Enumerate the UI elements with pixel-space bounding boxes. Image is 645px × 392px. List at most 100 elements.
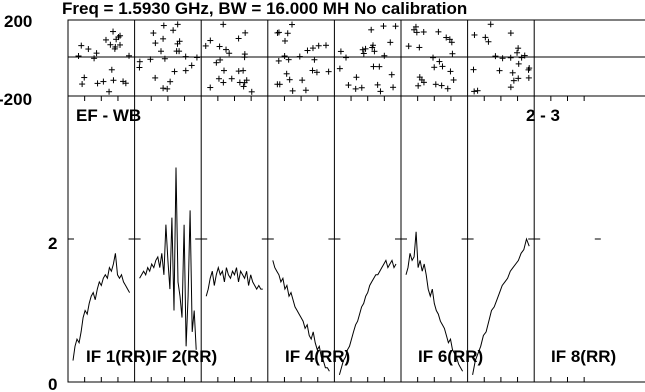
phase-point [374, 81, 381, 88]
if-label: IF 6(RR) [418, 347, 483, 366]
phase-point [435, 28, 442, 35]
amplitude-trace-7 [472, 237, 530, 375]
phase-point [216, 43, 223, 50]
phase-point [360, 50, 367, 57]
phase-point [325, 68, 332, 75]
phase-point [376, 63, 383, 70]
phase-point [122, 80, 129, 87]
phase-point [220, 67, 227, 74]
axis-ticks [68, 56, 601, 382]
phase-point [275, 57, 282, 64]
phase-point [289, 87, 296, 94]
phase-point [241, 51, 248, 58]
phase-point [117, 32, 124, 39]
phase-point [220, 79, 227, 86]
phase-point [152, 40, 159, 47]
phase-point [286, 76, 293, 83]
phase-point [235, 68, 242, 75]
amplitude-trace-3 [205, 265, 263, 297]
phase-point [420, 28, 427, 35]
phase-point [352, 85, 359, 92]
phase-point [213, 59, 220, 66]
phase-point [515, 60, 522, 67]
phase-point [507, 84, 514, 91]
phase-point [439, 63, 446, 70]
phase-point [152, 74, 159, 81]
phase-point [526, 65, 533, 72]
phase-point [450, 76, 457, 83]
phase-point [353, 74, 360, 81]
phase-point [413, 29, 420, 36]
phase-point [94, 80, 101, 87]
baseline-right-label: 2 - 3 [526, 106, 560, 125]
phase-point [107, 41, 114, 48]
phase-point [420, 79, 427, 86]
phase-point [173, 48, 180, 55]
if-label: IF 1(RR) [86, 347, 151, 366]
phase-point [202, 42, 209, 49]
if-dividers [134, 20, 535, 382]
phase-point [171, 68, 178, 75]
phase-point [368, 26, 375, 33]
phase-point [315, 42, 322, 49]
if-label: IF 2(RR) [152, 347, 217, 366]
phase-point [322, 42, 329, 49]
phase-point [370, 42, 377, 49]
phase-point [174, 40, 181, 47]
phase-point [235, 35, 242, 42]
phase-point [111, 45, 118, 52]
phase-axis-min-label: -200 [0, 90, 32, 109]
phase-point [207, 37, 214, 44]
phase-point [443, 34, 450, 41]
phase-point [113, 36, 120, 43]
phase-point [521, 52, 528, 59]
phase-point [182, 67, 189, 74]
phase-point [150, 30, 157, 37]
phase-point [174, 21, 181, 28]
amplitude-trace-1 [72, 253, 131, 361]
amplitude-traces [72, 167, 530, 376]
phase-point [110, 77, 117, 84]
phase-point [518, 54, 525, 61]
phase-point [507, 54, 514, 61]
amplitude-trace-2 [139, 167, 197, 350]
phase-point [182, 53, 189, 60]
amplitude-panel-frame [67, 95, 645, 383]
phase-point [299, 77, 306, 84]
phase-point [509, 69, 516, 76]
phase-point [507, 30, 514, 37]
amp-axis-mid-label: 2 [48, 234, 57, 253]
phase-point [100, 78, 107, 85]
phase-point [164, 85, 171, 92]
phase-point [343, 54, 350, 61]
phase-point [285, 56, 292, 63]
phase-point [487, 21, 494, 28]
amplitude-trace-5 [338, 259, 397, 376]
phase-point [283, 70, 290, 77]
phase-panel-frame [67, 19, 645, 97]
phase-point [207, 84, 214, 91]
phase-point [371, 48, 378, 55]
phase-point [449, 50, 456, 57]
phase-point [390, 84, 397, 91]
phase-point [248, 88, 255, 95]
amplitude-trace-4 [272, 260, 330, 372]
phase-point [416, 44, 423, 51]
phase-point [228, 75, 235, 82]
phase-point [362, 45, 369, 52]
phase-point [91, 55, 98, 62]
phase-point [274, 81, 281, 88]
phase-point [170, 27, 177, 34]
phase-point [236, 79, 243, 86]
phase-points [75, 21, 533, 95]
phase-point [392, 23, 399, 30]
phase-point [136, 64, 143, 71]
phase-point [160, 22, 167, 29]
phase-point [377, 88, 384, 95]
if-label: IF 4(RR) [285, 347, 350, 366]
phase-point [405, 43, 412, 50]
phase-point [432, 81, 439, 88]
phase-point [243, 77, 250, 84]
phase-point [370, 63, 377, 70]
amplitude-trace-6 [405, 231, 464, 372]
